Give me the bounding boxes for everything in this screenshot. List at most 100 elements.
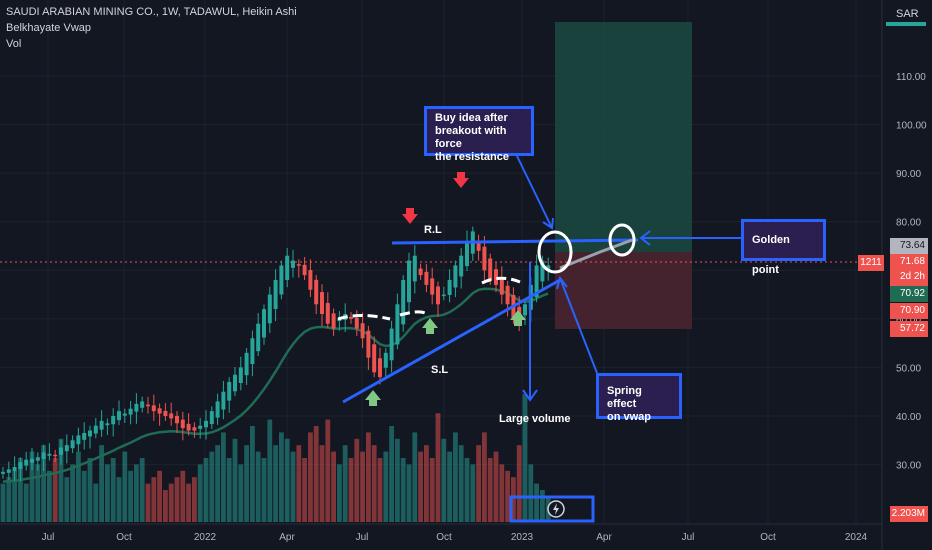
price-tick-label: 80.00 — [896, 218, 921, 229]
stop-zone — [555, 252, 692, 329]
volume-bar — [93, 483, 99, 522]
arrowhead-buy-idea — [542, 217, 554, 230]
mid-price-pill: 70.90 — [890, 303, 928, 319]
candle-body — [476, 242, 481, 251]
candle-body — [204, 420, 208, 428]
indicator-vwap-label[interactable]: Belkhayate Vwap — [6, 22, 91, 34]
candle-body — [111, 416, 116, 425]
time-axis[interactable]: Jul Oct 2022 Apr Jul Oct 2023 Apr Jul Oct 2024 — [42, 532, 868, 543]
volume-bar — [342, 445, 348, 522]
candle-body — [325, 303, 330, 324]
volume-bar — [157, 470, 162, 522]
volume-bar — [76, 451, 81, 522]
large-volume-label: Large volume — [499, 413, 571, 425]
volume-bar — [273, 445, 278, 522]
candle-body — [273, 280, 278, 309]
volume-bar — [377, 458, 383, 522]
volume-bar — [366, 432, 371, 522]
time-tick-label: Jul — [42, 532, 55, 543]
candle-body — [505, 285, 510, 305]
candle-body — [93, 425, 98, 434]
volume-bar — [41, 445, 46, 522]
volume-bar — [238, 464, 244, 522]
vwap-dash-1 — [337, 314, 391, 321]
candle-body — [465, 241, 469, 267]
volume-bar — [319, 445, 325, 522]
arrowhead-golden-point — [639, 230, 651, 246]
candle-body — [122, 413, 127, 416]
time-tick-label: 2023 — [511, 532, 534, 543]
candle-body — [279, 265, 284, 295]
currency-label: SAR — [896, 8, 919, 20]
candle-body — [407, 260, 411, 303]
candle-body — [244, 352, 249, 376]
volume-bar — [105, 464, 110, 522]
golden-point-annotation: Golden point — [741, 219, 826, 276]
candle-body — [157, 408, 162, 414]
volume-bar — [163, 490, 168, 522]
volume-bar — [279, 432, 284, 522]
volume-bar — [6, 477, 12, 522]
volume-bar — [29, 451, 35, 522]
candle-body — [383, 352, 388, 368]
lightning-icon — [553, 503, 559, 515]
volume-bar — [64, 477, 70, 522]
candle-body — [488, 258, 493, 281]
symbol-title[interactable]: SAUDI ARABIAN MINING CO., 1W, TADAWUL, H… — [6, 6, 297, 18]
last-price-pill: 73.64 — [890, 238, 928, 254]
indicator-volume-label[interactable]: Vol — [6, 38, 22, 50]
candle-body — [128, 408, 133, 415]
volume-bar — [534, 483, 539, 522]
spring-circle — [537, 230, 573, 274]
price-tick-label: 110.00 — [896, 72, 926, 83]
candle-body — [192, 427, 197, 431]
candle-body — [88, 430, 92, 437]
volume-bar — [197, 464, 203, 522]
volume-bar — [424, 445, 429, 522]
volume-bar — [383, 451, 389, 522]
candle-body — [302, 264, 307, 276]
candle-body — [499, 277, 504, 295]
candle-body — [64, 445, 69, 452]
candle-body — [441, 294, 446, 297]
candle-body — [47, 453, 52, 456]
candle-body — [372, 344, 377, 373]
volume-bar — [400, 458, 406, 522]
volume-bar — [267, 419, 273, 522]
volume-bars — [0, 394, 551, 522]
target-zone — [555, 22, 692, 252]
candle-body — [209, 411, 214, 425]
candle-body — [146, 404, 150, 407]
volume-bar — [505, 470, 510, 522]
volume-bar — [151, 477, 157, 522]
volume-bar — [87, 458, 93, 522]
candle-body — [99, 420, 104, 430]
volume-bar — [290, 451, 296, 522]
volume-bar — [116, 477, 122, 522]
candle-body — [349, 316, 353, 319]
volume-bar — [58, 438, 64, 522]
candle-body — [53, 454, 58, 457]
buy-marker-3 — [510, 310, 526, 326]
candle-body — [285, 255, 290, 280]
candle-body — [262, 309, 266, 338]
volume-bar — [308, 432, 313, 522]
volume-bar — [209, 451, 215, 522]
candle-body — [354, 317, 359, 329]
candle-body — [401, 280, 406, 325]
candle-body — [540, 260, 545, 282]
volume-bar — [325, 419, 331, 522]
volume-bar — [348, 458, 354, 522]
volume-bar — [412, 432, 418, 522]
volume-bar — [203, 458, 209, 522]
volume-bar — [313, 426, 319, 522]
arrowhead-large-volume — [522, 389, 538, 402]
candle-body — [447, 280, 452, 295]
volume-bar — [371, 445, 377, 522]
volume-bar — [418, 451, 423, 522]
bar-countdown: 2d 2h — [899, 271, 925, 282]
volume-bar — [23, 483, 29, 522]
volume-bar — [522, 394, 528, 522]
volume-pill: 2.203M — [890, 506, 928, 522]
